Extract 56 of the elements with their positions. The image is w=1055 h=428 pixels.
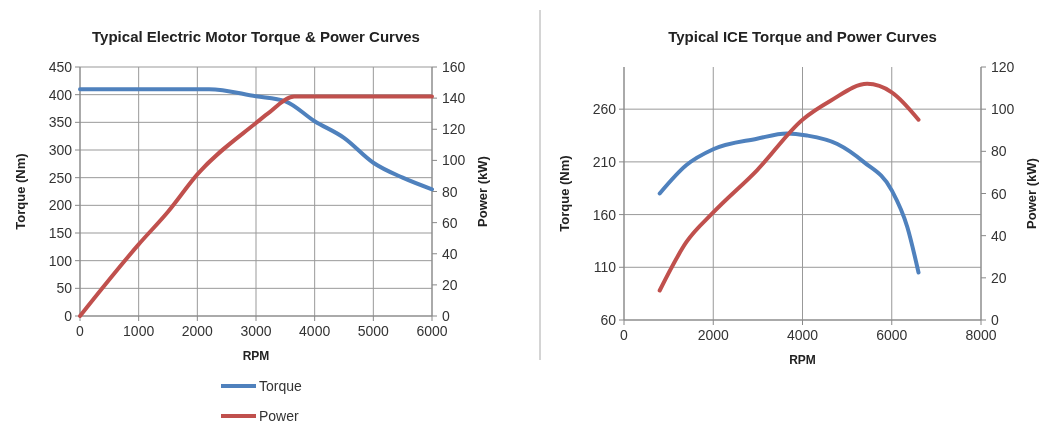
y-tick-label: 260 bbox=[592, 101, 617, 118]
y-tick-label: 150 bbox=[48, 225, 73, 241]
y-tick-label: 160 bbox=[592, 206, 617, 223]
y2-tick-label: 120 bbox=[991, 59, 1015, 75]
x-tick-label: 1000 bbox=[123, 323, 155, 339]
x-axis-title: RPM bbox=[789, 353, 816, 367]
y2-axis-title: Power (kW) bbox=[1024, 158, 1039, 229]
x-tick-label: 4000 bbox=[786, 327, 819, 343]
y2-tick-label: 60 bbox=[442, 214, 458, 231]
y-axis-title: Torque (Nm) bbox=[13, 153, 28, 230]
y2-tick-label: 20 bbox=[442, 276, 458, 293]
line-series bbox=[78, 87, 434, 192]
y2-tick-label: 100 bbox=[442, 152, 466, 169]
y-tick-label: 300 bbox=[48, 142, 73, 158]
line-series bbox=[657, 81, 921, 293]
x-tick-label: 3000 bbox=[240, 323, 272, 339]
y2-tick-label: 140 bbox=[442, 90, 466, 107]
y2-tick-label: 60 bbox=[991, 185, 1007, 202]
y-axis-title: Torque (Nm) bbox=[557, 155, 572, 232]
y2-tick-label: 20 bbox=[991, 269, 1007, 286]
y2-tick-label: 0 bbox=[991, 312, 999, 328]
y-tick-label: 50 bbox=[56, 280, 73, 297]
y2-tick-label: 120 bbox=[442, 121, 466, 138]
y2-tick-label: 40 bbox=[991, 227, 1007, 244]
chart-title: Typical ICE Torque and Power Curves bbox=[668, 28, 937, 45]
y2-tick-label: 160 bbox=[442, 59, 466, 75]
y-tick-label: 250 bbox=[48, 169, 73, 186]
y-tick-label: 350 bbox=[48, 114, 73, 131]
y-tick-label: 60 bbox=[600, 312, 617, 328]
x-tick-label: 5000 bbox=[357, 323, 390, 339]
y-tick-label: 200 bbox=[48, 197, 73, 214]
y2-tick-label: 0 bbox=[442, 308, 450, 324]
y2-tick-label: 100 bbox=[991, 101, 1015, 118]
y2-tick-label: 80 bbox=[442, 183, 458, 200]
x-tick-label: 6000 bbox=[416, 323, 448, 339]
legend-label: Power bbox=[259, 408, 300, 424]
x-tick-label: 0 bbox=[76, 323, 85, 339]
x-tick-label: 8000 bbox=[965, 327, 997, 343]
y2-tick-label: 80 bbox=[991, 143, 1007, 160]
y-tick-label: 400 bbox=[48, 86, 73, 103]
x-tick-label: 0 bbox=[620, 327, 629, 343]
x-tick-label: 4000 bbox=[299, 323, 331, 339]
legend-label: Torque bbox=[259, 378, 303, 394]
y-tick-label: 0 bbox=[64, 308, 73, 324]
x-tick-label: 6000 bbox=[876, 327, 908, 343]
y-tick-label: 210 bbox=[592, 153, 617, 170]
chart-title: Typical Electric Motor Torque & Power Curves bbox=[92, 28, 420, 45]
y-tick-label: 100 bbox=[48, 252, 73, 269]
y-tick-label: 450 bbox=[48, 59, 73, 75]
x-tick-label: 2000 bbox=[181, 323, 214, 339]
x-axis-title: RPM bbox=[242, 349, 270, 363]
y2-axis-title: Power (kW) bbox=[475, 156, 490, 227]
y-tick-label: 110 bbox=[593, 259, 617, 276]
line-series bbox=[657, 131, 921, 275]
x-tick-label: 2000 bbox=[697, 327, 730, 343]
y2-tick-label: 40 bbox=[442, 245, 458, 262]
